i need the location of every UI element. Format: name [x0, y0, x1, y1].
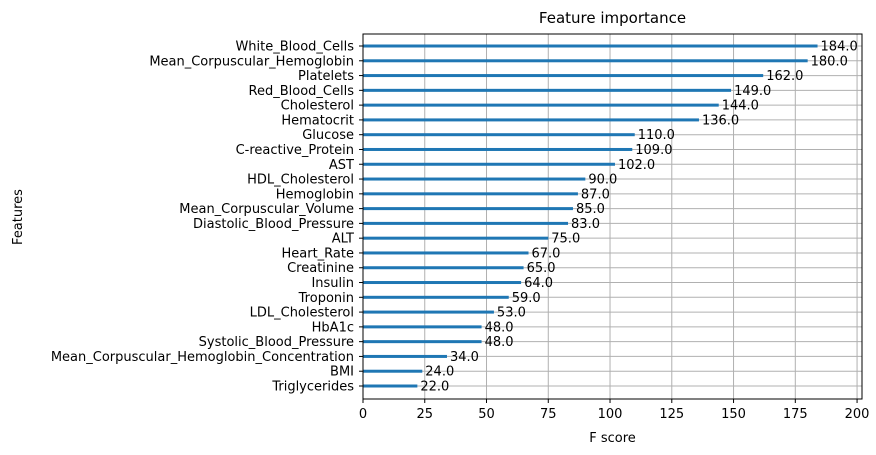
- bar: [363, 162, 615, 166]
- bar: [363, 295, 509, 299]
- data-label: 67.0: [532, 246, 561, 261]
- y-tick-label: Creatinine: [287, 261, 354, 276]
- bar: [363, 177, 586, 181]
- y-tick-label: HDL_Cholesterol: [247, 173, 354, 188]
- bar: [363, 147, 633, 151]
- x-tick-label: 0: [359, 407, 367, 422]
- x-axis-label: F score: [589, 431, 636, 446]
- data-label: 180.0: [811, 54, 848, 69]
- data-label: 83.0: [571, 217, 600, 232]
- bar: [363, 74, 764, 78]
- x-tick-label: 175: [783, 407, 808, 422]
- x-tick-label: 150: [721, 407, 746, 422]
- y-tick-label: White_Blood_Cells: [235, 40, 354, 55]
- bar: [363, 192, 578, 196]
- y-tick-label: Triglycerides: [271, 380, 354, 395]
- bar: [363, 354, 447, 358]
- y-axis-label: Features: [11, 189, 26, 245]
- x-tick-label: 100: [598, 407, 623, 422]
- data-label: 184.0: [821, 40, 858, 55]
- y-tick-label: ALT: [332, 232, 354, 247]
- bar: [363, 44, 818, 48]
- y-tick-label: Cholesterol: [281, 99, 354, 114]
- y-tick-label: Hemoglobin: [276, 187, 354, 202]
- x-tick-label: 200: [845, 407, 870, 422]
- y-tick-label: Hematocrit: [281, 113, 354, 128]
- data-label: 59.0: [512, 291, 541, 306]
- y-tick-label: LDL_Cholesterol: [250, 306, 354, 321]
- data-label: 102.0: [618, 158, 655, 173]
- data-label: 162.0: [766, 69, 803, 84]
- data-label: 48.0: [485, 320, 514, 335]
- bar: [363, 281, 522, 285]
- data-label: 34.0: [450, 350, 479, 365]
- data-label: 64.0: [524, 276, 553, 291]
- data-label: 90.0: [588, 173, 617, 188]
- y-tick-label: Glucose: [302, 128, 354, 143]
- data-label: 65.0: [527, 261, 556, 276]
- y-tick-label: Mean_Corpuscular_Hemoglobin_Concentratio…: [51, 350, 354, 365]
- y-tick-label: Insulin: [311, 276, 354, 291]
- y-tick-label: Mean_Corpuscular_Hemoglobin: [149, 54, 354, 69]
- data-label: 110.0: [638, 128, 675, 143]
- y-tick-label: Troponin: [298, 291, 354, 306]
- bar: [363, 340, 482, 344]
- data-label: 48.0: [485, 335, 514, 350]
- x-tick-label: 25: [416, 407, 433, 422]
- data-label: 87.0: [581, 187, 610, 202]
- data-label: 136.0: [702, 113, 739, 128]
- bar: [363, 103, 719, 107]
- bar: [363, 325, 482, 329]
- bar: [363, 207, 573, 211]
- bar: [363, 88, 732, 92]
- plot-frame: [362, 33, 863, 400]
- data-label: 144.0: [722, 99, 759, 114]
- y-tick-label: Heart_Rate: [282, 246, 355, 261]
- y-tick-label: Mean_Corpuscular_Volume: [179, 202, 354, 217]
- data-label: 149.0: [734, 84, 771, 99]
- data-label: 75.0: [551, 232, 580, 247]
- y-tick-label: Diastolic_Blood_Pressure: [193, 217, 354, 232]
- bar: [363, 133, 635, 137]
- bar: [363, 221, 569, 225]
- data-label: 24.0: [425, 365, 454, 380]
- y-tick-label: Platelets: [298, 69, 354, 84]
- x-tick-label: 125: [659, 407, 684, 422]
- bar-layer: [363, 44, 818, 388]
- bar: [363, 266, 524, 270]
- y-tick-label: BMI: [330, 365, 354, 380]
- bar: [363, 59, 808, 63]
- bar: [363, 310, 494, 314]
- data-label: 22.0: [420, 380, 449, 395]
- y-tick-label: Systolic_Blood_Pressure: [199, 335, 354, 350]
- data-label: 109.0: [635, 143, 672, 158]
- bar: [363, 384, 418, 388]
- chart-title: Feature importance: [539, 9, 686, 27]
- tick-layer: 0 25 50 75 100 125 150 175 200White_Blood_CellsM…: [51, 40, 870, 423]
- y-tick-label: AST: [329, 158, 354, 173]
- x-tick-label: 50: [478, 407, 495, 422]
- data-label: 85.0: [576, 202, 605, 217]
- y-tick-label: C-reactive_Protein: [236, 143, 354, 158]
- data-label: 53.0: [497, 306, 526, 321]
- bar: [363, 369, 423, 373]
- bar: [363, 236, 549, 240]
- bar: [363, 118, 699, 122]
- bar: [363, 251, 529, 255]
- y-tick-label: HbA1c: [312, 320, 354, 335]
- y-tick-label: Red_Blood_Cells: [249, 84, 355, 99]
- x-tick-label: 75: [540, 407, 557, 422]
